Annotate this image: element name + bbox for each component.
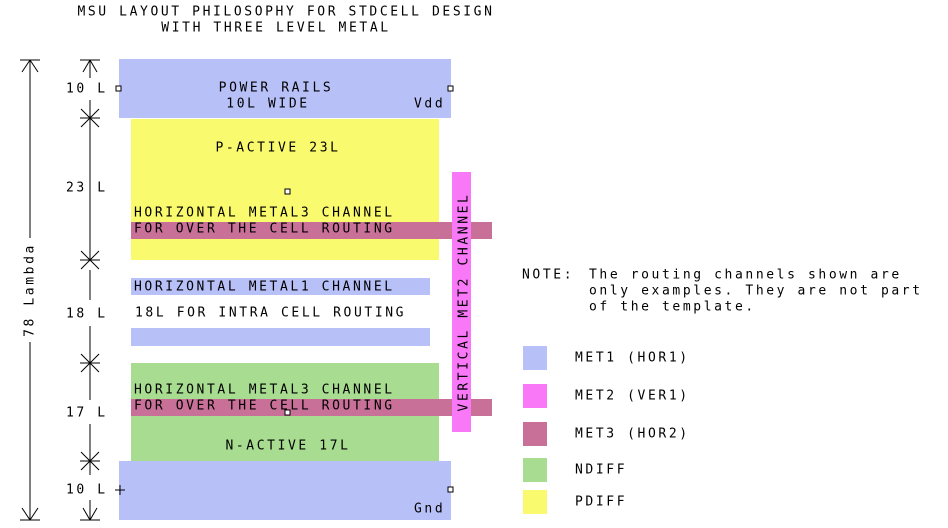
legend-label: MET2 (VER1) — [575, 389, 690, 404]
label: POWER RAILS — [219, 81, 334, 96]
note-text: The routing channels shown are — [589, 268, 902, 283]
metal3-channel — [131, 399, 492, 416]
legend-label: MET3 (HOR2) — [575, 427, 690, 442]
ground-rail — [119, 461, 451, 520]
label: 10L WIDE — [226, 97, 309, 112]
legend-swatch — [523, 490, 547, 514]
label: Vdd — [414, 97, 445, 112]
label: N-ACTIVE 17L — [225, 439, 350, 454]
legend-label: PDIFF — [575, 495, 627, 510]
dimension-label: 78 Lambda — [23, 243, 38, 337]
label: P-ACTIVE 23L — [215, 141, 340, 156]
dimension-line — [80, 59, 100, 521]
power-rail — [119, 59, 451, 118]
pin — [284, 188, 291, 195]
pin — [115, 85, 122, 92]
legend-swatch — [523, 458, 547, 482]
legend-label: NDIFF — [575, 463, 627, 478]
legend-swatch — [523, 384, 547, 408]
legend-swatch — [523, 346, 547, 370]
label: VERTICAL MET2 CHANNEL — [457, 193, 472, 412]
pin — [447, 486, 454, 493]
label: HORIZONTAL METAL3 CHANNEL — [134, 383, 395, 398]
pin — [447, 85, 454, 92]
dimension-label: 18 L — [66, 307, 108, 322]
label: 18L FOR INTRA CELL ROUTING — [135, 306, 406, 321]
metal1-channel — [131, 278, 430, 295]
dimension-label: 17 L — [66, 406, 108, 421]
pin — [115, 485, 125, 495]
label: Gnd — [414, 502, 445, 517]
label: HORIZONTAL METAL1 CHANNEL — [134, 280, 395, 295]
note-text: of the template. — [589, 300, 756, 315]
legend-swatch — [523, 422, 547, 446]
title: WITH THREE LEVEL METAL — [161, 21, 390, 36]
dimension-line — [20, 59, 40, 521]
note-text: only examples. They are not part — [589, 284, 923, 299]
metal2-channel — [452, 172, 471, 432]
label: FOR OVER THE CELL ROUTING — [134, 399, 395, 414]
pin — [284, 409, 291, 416]
metal3-channel — [131, 222, 492, 239]
metal1-channel — [131, 328, 430, 346]
legend-label: MET1 (HOR1) — [575, 351, 690, 366]
label: FOR OVER THE CELL ROUTING — [134, 222, 395, 237]
label: HORIZONTAL METAL3 CHANNEL — [134, 206, 395, 221]
dimension-label: 23 L — [66, 181, 108, 196]
dimension-label: 10 L — [66, 82, 108, 97]
dimension-label: 10 L — [66, 483, 108, 498]
title: MSU LAYOUT PHILOSOPHY FOR STDCELL DESIGN — [77, 5, 494, 20]
note-label: NOTE: — [522, 268, 574, 283]
